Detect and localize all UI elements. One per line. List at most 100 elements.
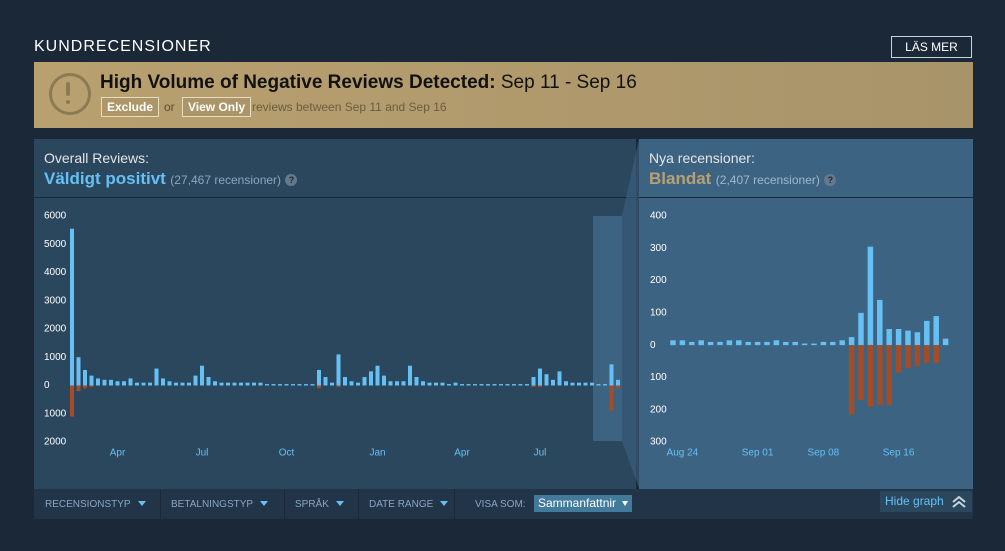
bar — [707, 341, 714, 346]
bar — [349, 381, 354, 386]
x-tick-label: Jul — [196, 448, 209, 459]
bar — [583, 382, 588, 386]
alert-heading: High Volume of Negative Reviews Detected… — [100, 72, 637, 94]
bar — [336, 385, 341, 387]
bar — [564, 381, 568, 386]
bar — [792, 341, 798, 346]
select-arrow — [622, 501, 628, 506]
x-tick-label: Oct — [279, 448, 295, 459]
bar — [369, 371, 373, 386]
bar — [773, 340, 780, 346]
bar — [115, 381, 120, 386]
bar — [421, 381, 425, 386]
alert-icon-bar — [66, 82, 70, 96]
bar — [858, 345, 864, 401]
x-tick-label: Jul — [534, 448, 547, 459]
range-connector — [622, 139, 639, 488]
y-tick-label: 0 — [44, 380, 50, 391]
recent-rating: Blandat — [649, 169, 712, 188]
help-icon[interactable]: ? — [285, 174, 298, 186]
bar — [551, 379, 555, 386]
filter-label: BETALNINGSTYP — [171, 499, 254, 510]
bar — [356, 382, 360, 386]
y-tick-label: 1000 — [44, 352, 67, 363]
bar — [226, 382, 230, 386]
filter-dropdown[interactable]: RECENSIONSTYP — [45, 499, 146, 510]
view-only-button[interactable]: View Only — [182, 97, 252, 117]
bar — [717, 341, 723, 346]
bar — [590, 382, 594, 386]
bar — [609, 385, 614, 411]
view-as-label: VISA SOM: — [475, 499, 526, 510]
bar — [886, 329, 892, 346]
bar — [219, 382, 224, 386]
separator — [358, 489, 359, 519]
bar — [811, 343, 817, 346]
collapse-icon — [952, 495, 966, 508]
bar — [492, 384, 497, 386]
bar — [895, 345, 902, 373]
bar — [408, 365, 412, 386]
bar — [89, 385, 94, 387]
bar — [616, 385, 620, 389]
overall-rating: Väldigt positivt — [44, 169, 166, 188]
bar — [830, 341, 836, 346]
filter-label: SPRÅK — [295, 499, 329, 510]
divider — [639, 197, 973, 198]
select-value: Sammanfattnir — [538, 496, 617, 510]
bar — [401, 381, 406, 386]
bar — [232, 382, 237, 386]
y-tick-label: 2000 — [44, 437, 67, 448]
bar — [83, 385, 87, 389]
bar — [473, 384, 477, 386]
dropdown-arrow — [137, 501, 146, 506]
bar — [783, 341, 789, 346]
bar — [330, 382, 334, 386]
bar — [245, 382, 250, 386]
filter-dropdown[interactable]: BETALNINGSTYP — [171, 499, 269, 510]
bar — [206, 377, 211, 386]
bar — [848, 337, 855, 346]
bar — [278, 384, 282, 386]
bar — [89, 375, 94, 386]
bar — [258, 382, 263, 386]
bar — [200, 365, 204, 386]
filter-label: RECENSIONSTYP — [45, 499, 131, 510]
bar — [76, 385, 81, 392]
bar — [434, 382, 438, 386]
hide-graph-button[interactable]: Hide graph — [880, 491, 972, 512]
bar — [670, 340, 676, 346]
bar — [414, 377, 419, 386]
bar — [213, 381, 217, 386]
alert-title: High Volume of Negative Reviews Detected… — [100, 72, 496, 93]
hide-graph-label: Hide graph — [885, 494, 944, 508]
view-as-select[interactable]: Sammanfattnir — [534, 495, 632, 512]
alert-icon — [49, 73, 91, 115]
bar — [466, 384, 471, 386]
bar — [109, 379, 113, 386]
y-tick-label: 2000 — [44, 324, 67, 335]
bar — [531, 377, 536, 386]
bar — [76, 357, 81, 386]
recent-count: (2,407 recensioner) — [715, 173, 820, 187]
bar — [886, 345, 892, 405]
dropdown-arrow — [335, 501, 344, 506]
bar — [538, 385, 542, 387]
read-more-button[interactable]: LÄS MER — [891, 36, 972, 58]
bar — [679, 340, 686, 346]
dropdown-arrow — [440, 501, 449, 506]
help-icon[interactable]: ? — [824, 174, 837, 186]
filter-dropdown[interactable]: DATE RANGE — [369, 499, 449, 510]
filter-bar — [34, 489, 973, 519]
x-tick-label: Sep 16 — [883, 448, 915, 459]
x-tick-label: Apr — [110, 448, 126, 459]
bar — [905, 345, 911, 368]
bar — [440, 382, 445, 386]
filter-dropdown[interactable]: SPRÅK — [295, 499, 344, 510]
x-tick-label: Apr — [454, 448, 470, 459]
bar — [479, 384, 484, 386]
bar — [512, 384, 516, 386]
y-tick-label: 200 — [650, 404, 667, 415]
exclude-button[interactable]: Exclude — [101, 97, 160, 117]
bar — [505, 384, 510, 386]
